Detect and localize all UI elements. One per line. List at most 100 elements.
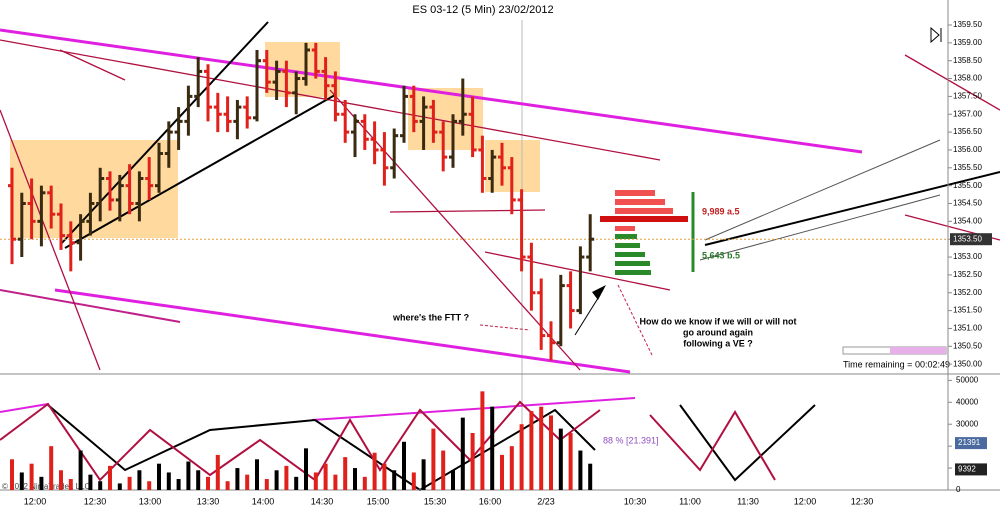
annotation: go around again — [683, 327, 753, 337]
volume-bar — [313, 472, 318, 490]
volume-marker-label: 21391 — [958, 438, 981, 447]
volume-bar — [284, 465, 289, 490]
volume-bar — [323, 463, 328, 490]
x-tick-label: 11:30 — [737, 496, 759, 506]
percent-label: 88 % [21.391] — [603, 435, 659, 445]
volume-bar — [88, 474, 93, 490]
volume-bar — [529, 411, 534, 490]
volume-bar — [127, 476, 132, 490]
volume-bar — [196, 470, 201, 490]
x-tick-label: 12:30 — [851, 496, 874, 506]
x-tick-label: 14:00 — [252, 496, 275, 506]
volume-bar — [558, 428, 563, 490]
y-tick-label: 1352.50 — [953, 270, 982, 279]
volume-bar — [19, 472, 24, 490]
volume-bar — [98, 481, 103, 490]
last-price-label: 1353.50 — [953, 234, 982, 243]
volume-bar — [382, 463, 387, 490]
volume-bar — [117, 483, 122, 490]
arrows — [479, 284, 653, 356]
bid-profile — [615, 234, 651, 275]
y-tick-label: 1355.00 — [953, 181, 982, 190]
y-tick-label: 1356.50 — [953, 127, 982, 136]
volume-bar — [186, 461, 191, 490]
volume-bar — [304, 448, 308, 490]
x-tick-label: 13:30 — [197, 496, 220, 506]
volume-bar — [539, 406, 544, 490]
x-tick-label: 12:30 — [84, 496, 107, 506]
time-remaining: Time remaining = 00:02:49 — [843, 359, 950, 369]
volume-bar — [549, 415, 553, 490]
volume-bar — [441, 450, 446, 490]
volume-bar — [235, 468, 240, 490]
y-tick-label: 1358.50 — [953, 56, 982, 65]
volume-bar — [108, 465, 112, 490]
volume-bar — [362, 476, 367, 490]
volume-marker — [955, 463, 987, 476]
trend-lines — [0, 39, 1000, 371]
volume-bar — [490, 406, 495, 490]
volume-bar — [470, 433, 475, 490]
volume-bar — [59, 470, 63, 490]
volume-bar — [392, 470, 397, 490]
volume-bar — [402, 441, 406, 490]
volume-bar — [78, 450, 83, 490]
y-tick-label: 1350.50 — [953, 341, 982, 350]
y-tick-label: 0 — [956, 485, 961, 494]
x-tick-label: 13:00 — [139, 496, 162, 506]
volume-bar — [137, 470, 142, 490]
volume-bar — [10, 459, 14, 490]
y-tick-label: 30000 — [956, 419, 979, 428]
annotation: where's the FTT ? — [392, 312, 469, 322]
copyright: © 2012 NinjaTrader, LLC — [2, 482, 91, 491]
y-tick-label: 1355.50 — [953, 163, 982, 172]
volume-bar — [39, 476, 44, 490]
volume-bar — [353, 468, 357, 490]
y-tick-label: 1357.50 — [953, 92, 982, 101]
volume-bar — [568, 433, 573, 490]
volume-bar — [157, 463, 161, 490]
x-tick-label: 11:00 — [679, 496, 701, 506]
y-tick-label: 1358.00 — [953, 74, 982, 83]
ask-label: 9,989 a.5 — [702, 206, 740, 216]
y-tick-label: 1357.00 — [953, 109, 982, 118]
volume-bar — [166, 472, 171, 490]
volume-bar — [176, 479, 181, 490]
x-tick-label: 2/23 — [537, 496, 555, 506]
y-tick-label: 1359.00 — [953, 38, 982, 47]
volume-marker-label: 9392 — [958, 465, 976, 474]
arrow — [574, 294, 601, 336]
volume-bar — [245, 474, 250, 490]
chart-title: ES 03-12 (5 Min) 23/02/2012 — [412, 4, 553, 16]
bid-label: 5,643 b.5 — [702, 250, 740, 260]
volume-bar — [451, 470, 455, 490]
volume-bar — [68, 479, 73, 490]
volume-bar — [206, 476, 210, 490]
volume-bar — [431, 428, 436, 490]
volume-bar — [255, 459, 259, 490]
panel-button[interactable] — [930, 26, 942, 44]
thin-lines — [699, 139, 941, 261]
y-tick-label: 40000 — [956, 397, 979, 406]
volume-bar — [509, 446, 514, 490]
timer-fill — [890, 347, 946, 354]
volume-bar — [372, 452, 377, 490]
last-price-box — [950, 233, 992, 246]
volume-bar — [460, 417, 465, 490]
ask-profile — [600, 190, 688, 231]
annotation: How do we know if we will or will not — [639, 316, 796, 326]
volume-bar — [49, 446, 54, 490]
volume-bar — [588, 463, 593, 490]
x-tick-label: 16:00 — [479, 496, 502, 506]
y-tick-label: 1354.00 — [953, 216, 982, 225]
volume-bar — [343, 457, 348, 490]
black-trend-lines — [47, 21, 1000, 492]
y-tick-label: 1351.50 — [953, 306, 982, 315]
y-tick-label: 50000 — [956, 375, 979, 384]
volume-bar — [411, 472, 416, 490]
volume-bar — [274, 470, 279, 490]
arrow-head — [592, 285, 606, 300]
y-tick-label: 1351.00 — [953, 324, 982, 333]
